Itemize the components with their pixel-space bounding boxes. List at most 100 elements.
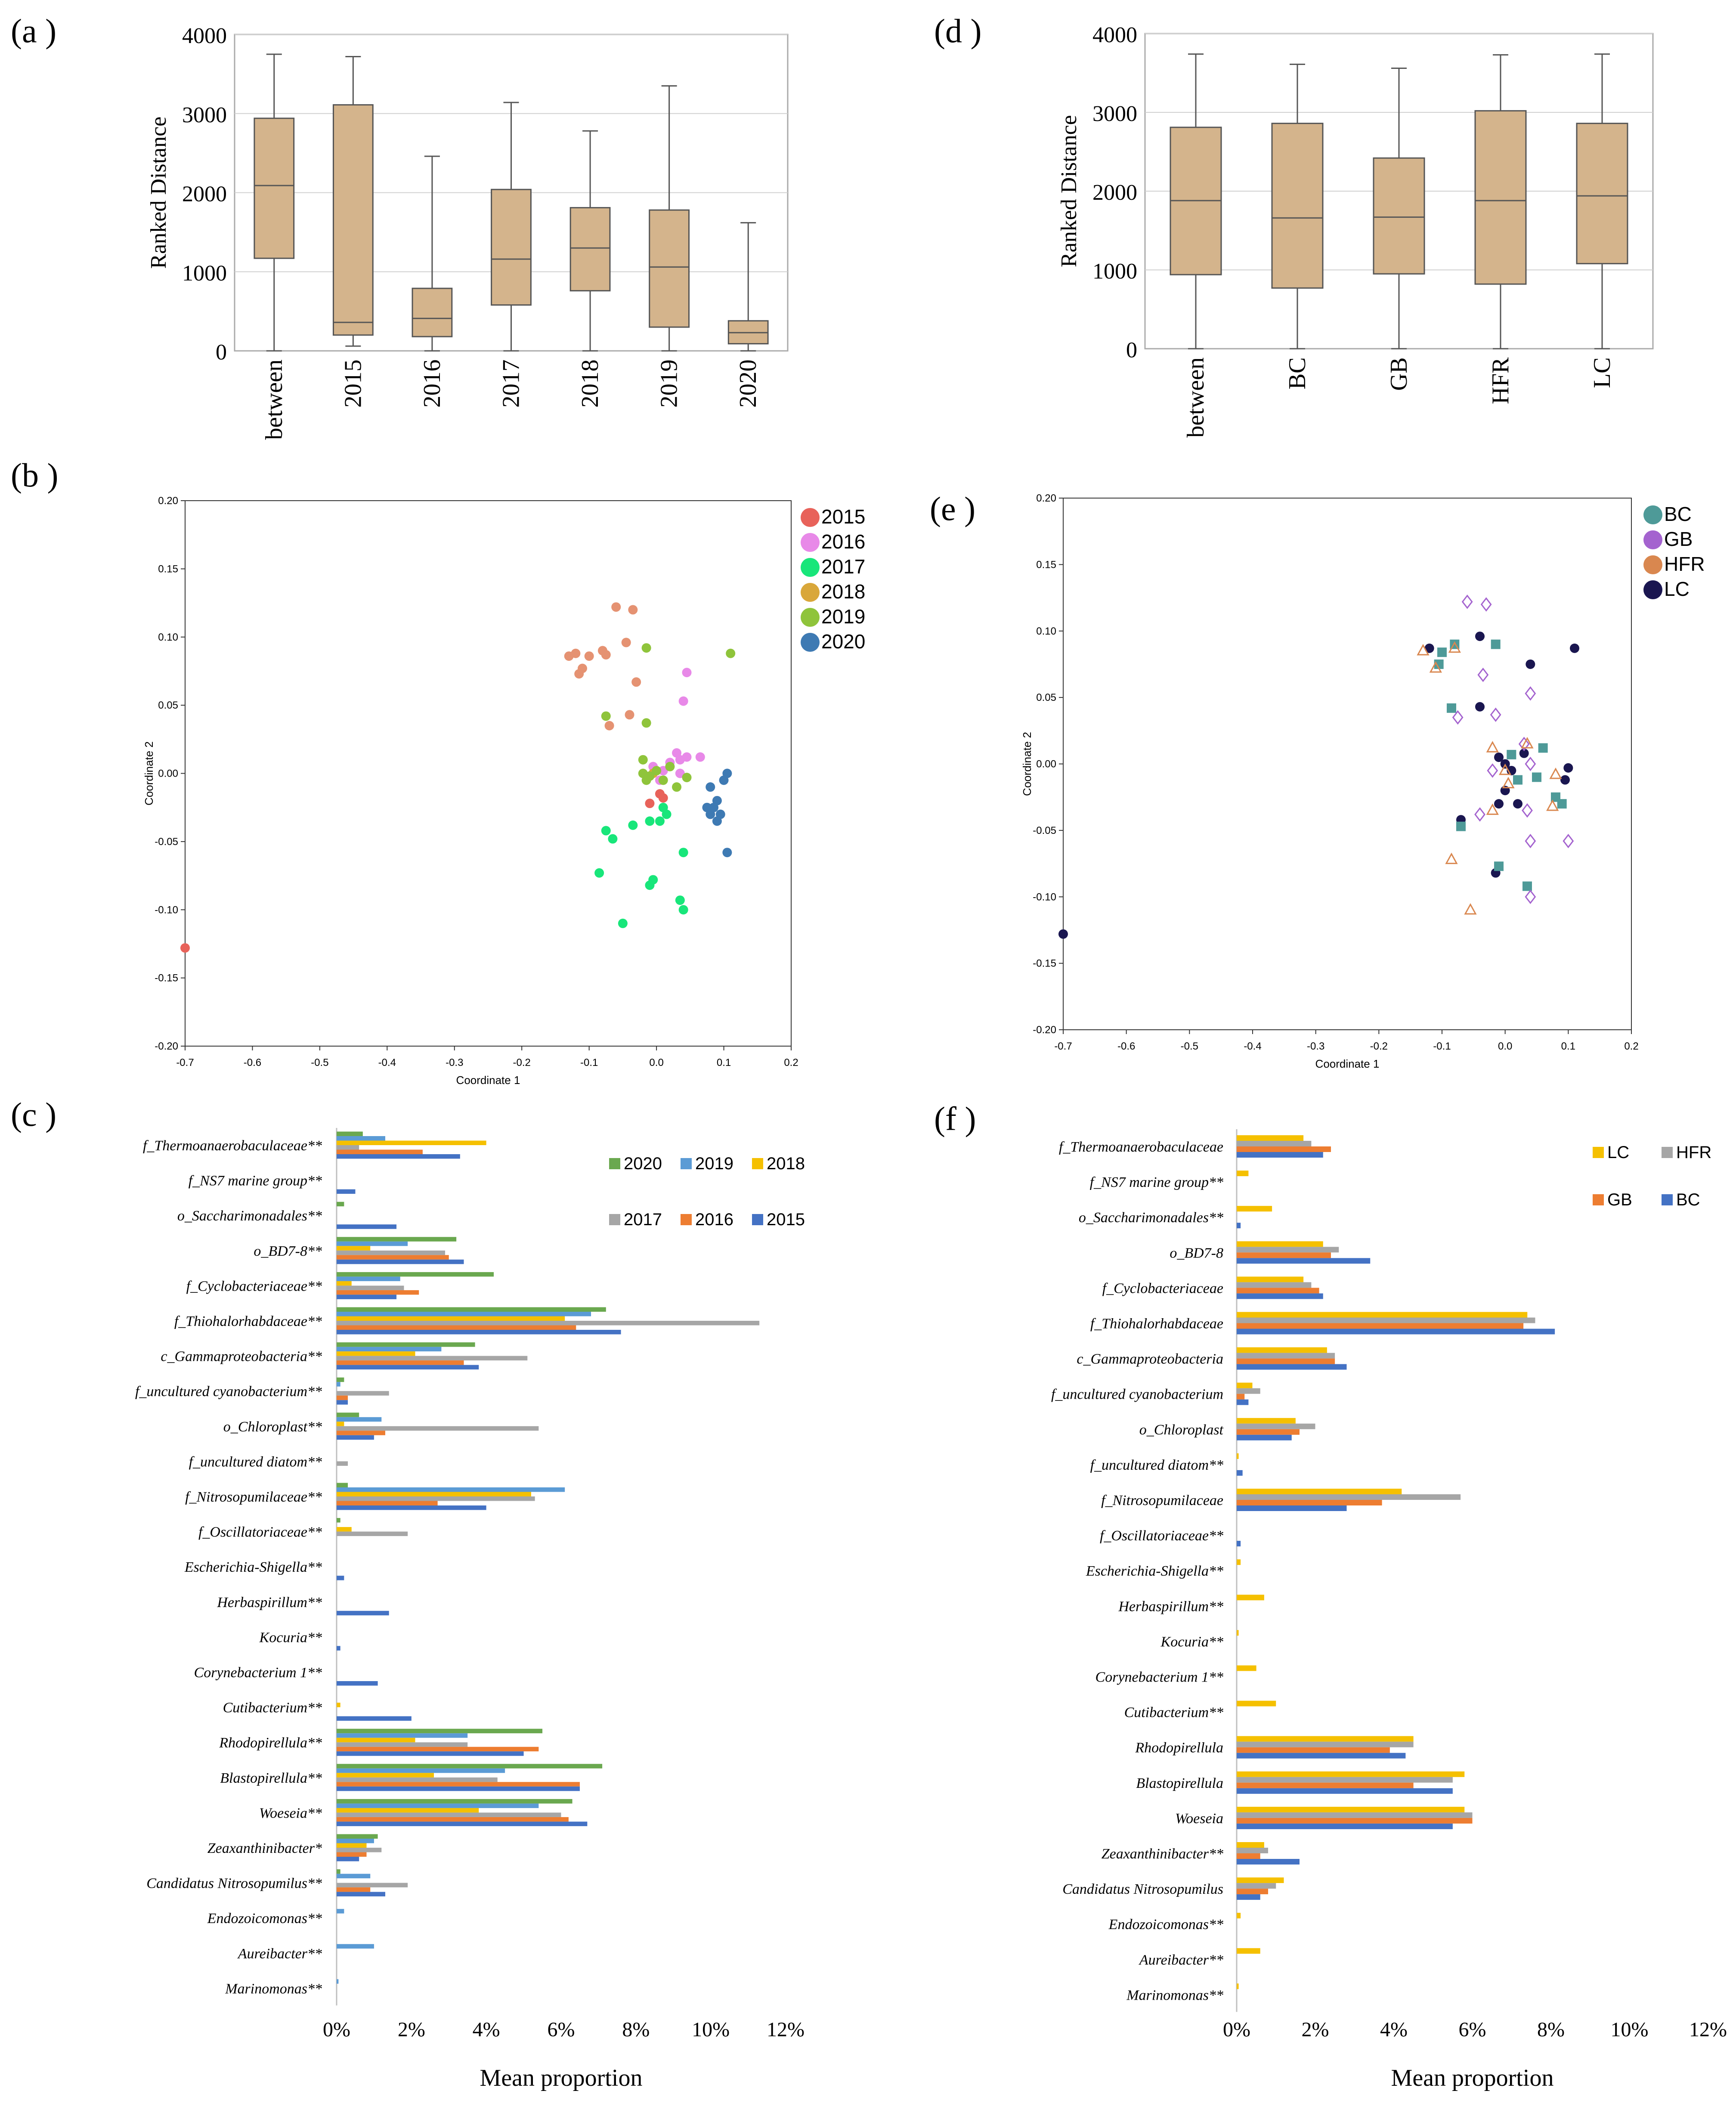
y-tick-label: 0.15: [158, 563, 178, 575]
point-diamond: [1461, 595, 1473, 609]
bar: [337, 1259, 464, 1264]
point-triangle: [1521, 737, 1534, 749]
bar: [1237, 1141, 1312, 1146]
bar: [337, 1892, 385, 1897]
box: [569, 207, 611, 291]
legend-swatch: [1643, 505, 1662, 524]
y-tick-label: 0.00: [158, 768, 178, 780]
point: [608, 834, 618, 844]
bar: [337, 1351, 415, 1356]
bar: [1237, 1848, 1268, 1853]
point-triangle: [1546, 799, 1559, 811]
legend-label: GB: [1664, 528, 1693, 550]
category-label: Escherichia-Shigella**: [1086, 1563, 1223, 1579]
point: [618, 918, 628, 928]
y-tick-label: 0.10: [158, 632, 178, 643]
legend-swatch: [681, 1158, 692, 1169]
x-tick-label: 10%: [692, 2018, 730, 2041]
bar: [1237, 1753, 1406, 1759]
bar: [1237, 1353, 1335, 1359]
x-tick-label: 0.2: [784, 1057, 798, 1069]
legend-label: BC: [1664, 503, 1692, 525]
x-tick-label: 2%: [398, 2018, 425, 2041]
point: [628, 605, 638, 615]
y-tick-label: 0.05: [1036, 692, 1056, 703]
category-label: between: [261, 359, 288, 440]
bar: [337, 1703, 340, 1707]
bar: [337, 1527, 352, 1532]
x-tick-label: 4%: [473, 2018, 500, 2041]
bar: [337, 1857, 359, 1861]
category-label: Blastopirellula: [1136, 1775, 1223, 1791]
bar: [1237, 1630, 1239, 1636]
category-label: f_Thermoanaerobaculaceae: [1059, 1139, 1223, 1155]
point: [672, 782, 682, 792]
bar: [337, 1768, 505, 1773]
bar: [1237, 1434, 1292, 1440]
x-tick-label: -0.7: [1054, 1041, 1072, 1052]
box: [1271, 123, 1324, 289]
point: [1563, 763, 1573, 773]
x-tick-label: -0.3: [446, 1057, 463, 1069]
y-tick-label: 1000: [1092, 259, 1137, 284]
category-label: Rhodopirellula**: [219, 1735, 322, 1751]
bar: [1237, 1877, 1284, 1883]
point: [645, 799, 655, 808]
x-axis-label: Coordinate 1: [1315, 1057, 1380, 1070]
category-label: o_BD7-8**: [254, 1243, 322, 1259]
legend-swatch: [801, 583, 820, 602]
point: [709, 802, 719, 812]
bar: [337, 1848, 382, 1852]
box: [254, 118, 295, 259]
legend-label: BC: [1676, 1190, 1700, 1209]
category-label: Cutibacterium**: [1124, 1705, 1223, 1721]
x-axis-label: Coordinate 1: [456, 1074, 520, 1087]
point: [682, 752, 692, 762]
category-label: 2020: [735, 359, 761, 408]
category-label: Woeseia: [1175, 1811, 1223, 1827]
category-label: Herbaspirillum**: [1118, 1598, 1223, 1614]
box: [491, 189, 532, 306]
point: [645, 816, 655, 826]
x-tick-label: 6%: [1459, 2018, 1486, 2041]
category-label: Zeaxanthinibacter*: [207, 1840, 322, 1856]
category-label: f_NS7 marine group**: [189, 1173, 322, 1189]
point-square: [1557, 799, 1567, 809]
x-tick-label: 0.1: [717, 1057, 731, 1069]
bar: [337, 1681, 378, 1686]
bar: [337, 1391, 389, 1396]
y-tick-label: 0.00: [1036, 759, 1056, 770]
point: [1475, 702, 1485, 712]
bar: [1237, 1489, 1402, 1494]
legend-label: 2019: [695, 1154, 733, 1173]
category-label: Zeaxanthinibacter**: [1102, 1846, 1223, 1862]
legend-swatch: [752, 1158, 763, 1169]
bar: [1237, 1889, 1268, 1895]
point: [625, 710, 634, 720]
category-label: Blastopirellula**: [220, 1770, 322, 1786]
category-label: Corynebacterium 1**: [194, 1665, 322, 1681]
bar: [1237, 1741, 1414, 1747]
box: [1474, 110, 1527, 285]
point-square: [1456, 821, 1466, 831]
point: [584, 651, 594, 661]
point: [682, 773, 692, 783]
point-diamond: [1522, 803, 1533, 818]
category-label: f_Cyclobacteriaceae: [1102, 1280, 1223, 1296]
point-square: [1434, 659, 1444, 669]
bar: [337, 1483, 348, 1487]
legend-label: 2015: [767, 1210, 805, 1229]
bar: [1237, 1859, 1300, 1865]
y-tick-label: 1000: [182, 261, 227, 285]
bar: [337, 1360, 464, 1365]
bar: [1237, 1206, 1272, 1212]
point: [641, 718, 651, 728]
point: [1475, 632, 1485, 641]
category-label: f_Thiohalorhabdaceae**: [174, 1313, 322, 1329]
legend-swatch: [1593, 1194, 1604, 1205]
category-label: Aureibacter**: [237, 1946, 322, 1962]
category-label: f_uncultured diatom**: [1090, 1457, 1223, 1473]
point-diamond: [1490, 707, 1501, 722]
category-label: o_Chloroplast**: [223, 1419, 322, 1435]
